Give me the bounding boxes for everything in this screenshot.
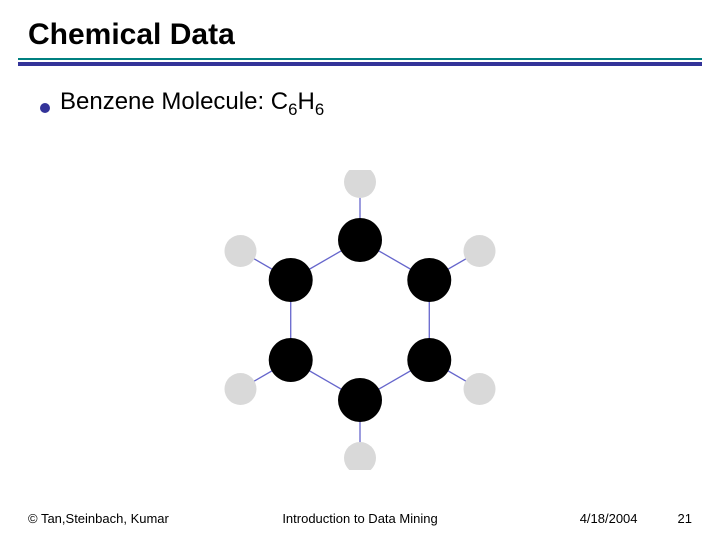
hydrogen-atom — [464, 235, 496, 267]
footer: © Tan,Steinbach, Kumar Introduction to D… — [0, 511, 720, 526]
bullet-icon — [40, 103, 50, 113]
diagram-container — [0, 150, 720, 490]
hydrogen-atom — [464, 373, 496, 405]
bullet-sub2: 6 — [315, 100, 324, 119]
footer-page: 21 — [678, 511, 692, 526]
carbon-atom — [338, 218, 382, 262]
slide: Chemical Data Benzene Molecule: C6H6 © T… — [0, 0, 720, 540]
rule-thick — [18, 62, 702, 66]
hydrogen-atom — [224, 373, 256, 405]
bullet-prefix: Benzene Molecule: C — [60, 88, 288, 115]
hydrogen-atom — [344, 442, 376, 470]
rule-thin — [18, 58, 702, 60]
title-area: Chemical Data — [0, 0, 720, 52]
carbon-atom — [338, 378, 382, 422]
slide-title: Chemical Data — [28, 18, 720, 52]
title-rules — [0, 58, 720, 66]
benzene-diagram — [210, 170, 510, 470]
bullet-text: Benzene Molecule: C6H6 — [60, 88, 324, 120]
footer-copyright: © Tan,Steinbach, Kumar — [28, 511, 169, 526]
hydrogen-atom — [224, 235, 256, 267]
footer-date: 4/18/2004 — [580, 511, 638, 526]
carbon-atom — [407, 258, 451, 302]
bullet-line: Benzene Molecule: C6H6 — [40, 88, 720, 120]
footer-title: Introduction to Data Mining — [282, 511, 437, 526]
carbon-atom — [269, 258, 313, 302]
hydrogen-atom — [344, 170, 376, 198]
bullet-mid: H — [297, 88, 314, 115]
carbon-atom — [269, 338, 313, 382]
carbon-atom — [407, 338, 451, 382]
